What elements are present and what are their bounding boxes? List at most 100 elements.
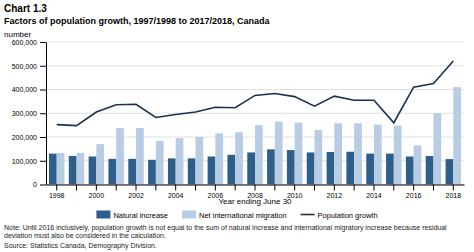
bar: [334, 123, 342, 184]
chart-container: Chart 1.3Factors of population growth, 1…: [0, 0, 474, 252]
y-axis-line: [46, 43, 47, 186]
x-tick-mark: [433, 185, 434, 191]
legend-item: Natural increase: [96, 211, 168, 220]
bar: [307, 152, 315, 184]
grid-line: [46, 113, 464, 114]
legend-swatch: [96, 211, 110, 219]
x-tick-mark: [96, 185, 97, 191]
x-tick: 2002: [128, 185, 144, 200]
x-tick-mark: [235, 185, 236, 191]
y-tick-mark: [40, 161, 46, 162]
y-tick-label: 600,000: [12, 39, 37, 46]
bar: [314, 130, 322, 185]
grid: [46, 42, 464, 185]
y-tick: 100,000: [12, 157, 46, 164]
note-line: deviation must also be considered in the…: [4, 232, 166, 239]
x-tick-mark: [215, 185, 216, 191]
y-tick-mark: [40, 113, 46, 114]
bar: [354, 123, 362, 184]
x-tick: 2018: [446, 185, 462, 200]
bar: [406, 156, 414, 184]
bar: [156, 141, 164, 184]
x-tick-label: 2004: [168, 192, 184, 199]
bar: [215, 133, 223, 184]
y-tick-mark: [40, 185, 46, 186]
bar: [196, 137, 204, 185]
x-tick-mark: [393, 185, 394, 191]
x-tick: [116, 185, 117, 191]
x-tick-mark: [255, 185, 256, 191]
x-tick-mark: [195, 185, 196, 191]
subtitle: Factors of population growth, 1997/1998 …: [4, 16, 271, 26]
x-tick-mark: [373, 185, 374, 191]
legend: Natural increase Net international migrat…: [96, 211, 377, 220]
bar: [208, 156, 216, 184]
bar: [235, 132, 243, 184]
bar: [287, 150, 295, 184]
bar: [148, 160, 156, 185]
x-tick-mark: [334, 185, 335, 191]
grid-line: [46, 89, 464, 90]
y-tick-label: 400,000: [12, 86, 37, 93]
bar: [346, 152, 354, 185]
x-tick: 2016: [406, 185, 422, 200]
bar: [176, 138, 184, 184]
bar: [426, 156, 434, 185]
legend-label: Net international migration: [199, 211, 287, 220]
y-tick: 600,000: [12, 39, 46, 46]
bar: [414, 145, 422, 184]
bar: [327, 152, 335, 185]
y-tick: 0: [33, 181, 46, 188]
x-tick-mark: [354, 185, 355, 191]
bar: [168, 158, 176, 184]
x-tick: [195, 185, 196, 191]
x-tick: [354, 185, 355, 191]
y-tick-mark: [40, 42, 46, 43]
bar: [49, 154, 57, 185]
legend-label: Natural increase: [113, 211, 168, 220]
bar: [128, 159, 136, 185]
y-tick-label: 0: [33, 181, 37, 188]
x-tick: [155, 185, 156, 191]
x-tick-mark: [175, 185, 176, 191]
y-tick-label: 200,000: [12, 134, 37, 141]
legend-item: Population growth: [301, 211, 378, 220]
x-axis-title: Year ending June 30: [218, 197, 292, 206]
bar: [57, 153, 65, 185]
bar: [116, 128, 124, 185]
bar-series: [57, 87, 461, 184]
bar: [108, 159, 116, 185]
x-tick-label: 2000: [89, 192, 105, 199]
bar: [227, 155, 235, 185]
x-tick-mark: [413, 185, 414, 191]
x-tick: [274, 185, 275, 191]
x-tick-label: 2014: [366, 192, 382, 199]
bar: [433, 113, 441, 184]
bar: [267, 149, 275, 184]
x-tick-mark: [76, 185, 77, 191]
y-tick-mark: [40, 66, 46, 67]
x-tick: [76, 185, 77, 191]
bar: [453, 87, 461, 184]
legend-swatch: [182, 211, 196, 219]
bar: [136, 128, 144, 185]
x-tick-mark: [274, 185, 275, 191]
plot-area: [49, 61, 461, 185]
x-tick: 2012: [327, 185, 343, 200]
note-line: Note: Until 2016 inclusively, population…: [4, 224, 447, 232]
bar: [255, 125, 263, 184]
bar: [69, 156, 77, 185]
legend-label: Population growth: [318, 211, 378, 220]
y-tick-label: 100,000: [12, 157, 37, 164]
x-tick: [235, 185, 236, 191]
x-tick: [433, 185, 434, 191]
y-tick-mark: [40, 137, 46, 138]
y-tick-label: 300,000: [12, 110, 37, 117]
x-tick: 2004: [168, 185, 184, 200]
bar-series: [49, 149, 453, 184]
legend-item: Net international migration: [182, 211, 287, 220]
y-tick: 200,000: [12, 134, 46, 141]
x-tick-label: 2016: [406, 192, 422, 199]
source: Source: Statistics Canada, Demography Di…: [4, 242, 157, 250]
bar: [89, 156, 97, 184]
